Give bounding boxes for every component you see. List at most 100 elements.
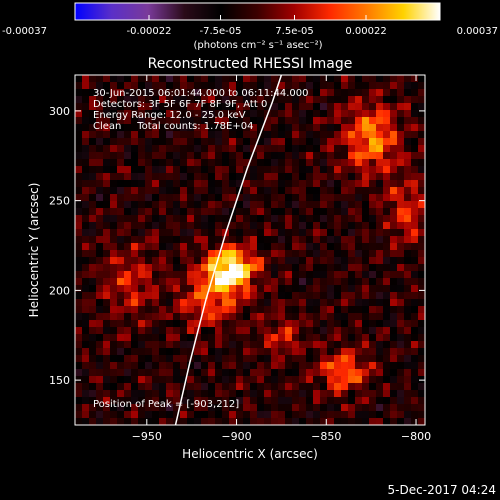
heatmap-cell	[278, 376, 286, 384]
heatmap-cell	[271, 397, 279, 405]
heatmap-cell	[180, 306, 188, 314]
heatmap-cell	[320, 236, 328, 244]
heatmap-cell	[299, 110, 307, 118]
heatmap-cell	[369, 250, 377, 258]
heatmap-cell	[243, 411, 251, 419]
heatmap-cell	[138, 96, 146, 104]
heatmap-cell	[208, 355, 216, 363]
heatmap-cell	[390, 369, 398, 377]
heatmap-cell	[390, 152, 398, 160]
heatmap-cell	[229, 145, 237, 153]
heatmap-cell	[173, 131, 181, 139]
heatmap-cell	[145, 292, 153, 300]
heatmap-cell	[103, 327, 111, 335]
heatmap-cell	[376, 103, 384, 111]
heatmap-cell	[243, 215, 251, 223]
heatmap-cell	[75, 138, 83, 146]
heatmap-cell	[173, 243, 181, 251]
heatmap-cell	[320, 110, 328, 118]
heatmap-cell	[75, 82, 83, 90]
heatmap-cell	[369, 96, 377, 104]
heatmap-cell	[355, 82, 363, 90]
heatmap-cell	[229, 376, 237, 384]
heatmap-cell	[152, 187, 160, 195]
heatmap-cell	[96, 383, 104, 391]
heatmap-cell	[306, 138, 314, 146]
heatmap-cell	[152, 369, 160, 377]
heatmap-cell	[166, 96, 174, 104]
heatmap-cell	[208, 327, 216, 335]
heatmap-cell	[117, 201, 125, 209]
heatmap-cell	[173, 320, 181, 328]
heatmap-cell	[292, 222, 300, 230]
heatmap-cell	[292, 390, 300, 398]
heatmap-cell	[145, 222, 153, 230]
heatmap-cell	[299, 124, 307, 132]
heatmap-cell	[285, 313, 293, 321]
heatmap-cell	[355, 75, 363, 83]
heatmap-cell	[152, 236, 160, 244]
heatmap-cell	[159, 306, 167, 314]
heatmap-cell	[299, 236, 307, 244]
heatmap-cell	[418, 257, 425, 265]
heatmap-cell	[173, 208, 181, 216]
heatmap-cell	[222, 292, 230, 300]
heatmap-cell	[390, 215, 398, 223]
heatmap-cell	[201, 96, 209, 104]
heatmap-cell	[159, 285, 167, 293]
heatmap-cell	[334, 103, 342, 111]
heatmap-cell	[166, 145, 174, 153]
heatmap-cell	[110, 292, 118, 300]
heatmap-cell	[208, 313, 216, 321]
heatmap-cell	[194, 320, 202, 328]
heatmap-cell	[341, 327, 349, 335]
heatmap-cell	[103, 75, 111, 83]
heatmap-cell	[138, 411, 146, 419]
heatmap-cell	[327, 285, 335, 293]
heatmap-cell	[82, 236, 90, 244]
heatmap-cell	[383, 173, 391, 181]
heatmap-cell	[271, 236, 279, 244]
heatmap-cell	[341, 243, 349, 251]
heatmap-cell	[348, 180, 356, 188]
heatmap-cell	[278, 180, 286, 188]
heatmap-cell	[103, 348, 111, 356]
heatmap-cell	[299, 222, 307, 230]
heatmap-cell	[306, 131, 314, 139]
heatmap-cell	[201, 397, 209, 405]
heatmap-cell	[355, 257, 363, 265]
heatmap-cell	[397, 215, 405, 223]
heatmap-cell	[250, 418, 258, 425]
heatmap-cell	[257, 320, 265, 328]
heatmap-cell	[418, 397, 425, 405]
heatmap-cell	[327, 397, 335, 405]
heatmap-cell	[278, 82, 286, 90]
heatmap-cell	[159, 320, 167, 328]
heatmap-cell	[278, 96, 286, 104]
heatmap-cell	[236, 397, 244, 405]
heatmap-cell	[166, 222, 174, 230]
heatmap-cell	[131, 313, 139, 321]
heatmap-cell	[103, 418, 111, 425]
heatmap-cell	[320, 243, 328, 251]
heatmap-cell	[306, 390, 314, 398]
heatmap-cell	[187, 250, 195, 258]
heatmap-cell	[397, 257, 405, 265]
heatmap-cell	[306, 292, 314, 300]
heatmap-cell	[257, 138, 265, 146]
heatmap-cell	[124, 355, 132, 363]
heatmap-cell	[313, 383, 321, 391]
heatmap-cell	[348, 327, 356, 335]
heatmap-cell	[257, 215, 265, 223]
heatmap-cell	[152, 341, 160, 349]
heatmap-cell	[236, 229, 244, 237]
heatmap-cell	[355, 271, 363, 279]
heatmap-cell	[348, 117, 356, 125]
heatmap-cell	[75, 355, 83, 363]
heatmap-cell	[138, 418, 146, 425]
heatmap-cell	[306, 299, 314, 307]
heatmap-cell	[180, 159, 188, 167]
heatmap-cell	[124, 166, 132, 174]
heatmap-cell	[145, 390, 153, 398]
heatmap-cell	[117, 89, 125, 97]
